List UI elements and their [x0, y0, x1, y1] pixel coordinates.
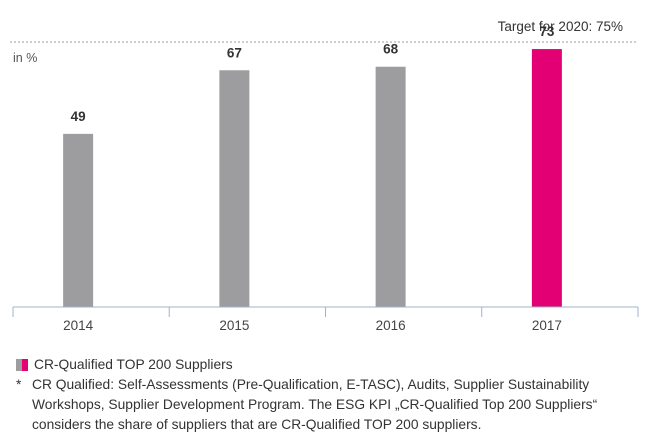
- category-label-2016: 2016: [376, 318, 406, 333]
- bars-group: [63, 49, 562, 308]
- y-unit-label: in %: [13, 51, 37, 65]
- footnote-text: CR Qualified: Self-Assessments (Pre-Qual…: [32, 377, 598, 432]
- bar-2015: [219, 70, 250, 308]
- value-labels-group: 49 67 68 73: [71, 24, 555, 124]
- category-labels-group: 2014 2015 2016 2017: [63, 318, 562, 333]
- legend-swatch: [16, 359, 28, 371]
- bar-2016: [375, 66, 406, 307]
- bar-2014: [63, 133, 94, 307]
- value-label-2016: 68: [383, 42, 399, 57]
- value-label-2015: 67: [227, 45, 242, 60]
- value-label-2014: 49: [71, 109, 86, 124]
- category-label-2017: 2017: [532, 318, 562, 333]
- bar-2017: [531, 49, 562, 308]
- legend: CR-Qualified TOP 200 Suppliers * CR Qual…: [16, 355, 636, 435]
- target-label: Target for 2020: 75%: [498, 19, 623, 34]
- value-label-2017: 73: [539, 24, 555, 39]
- footnote-marker: *: [16, 377, 22, 392]
- x-ticks-group: [12, 307, 639, 317]
- legend-item: CR-Qualified TOP 200 Suppliers: [16, 355, 636, 375]
- legend-label: CR-Qualified TOP 200 Suppliers: [34, 357, 233, 372]
- category-label-2015: 2015: [219, 318, 249, 333]
- footnote: * CR Qualified: Self-Assessments (Pre-Qu…: [16, 375, 636, 435]
- category-label-2014: 2014: [63, 318, 94, 333]
